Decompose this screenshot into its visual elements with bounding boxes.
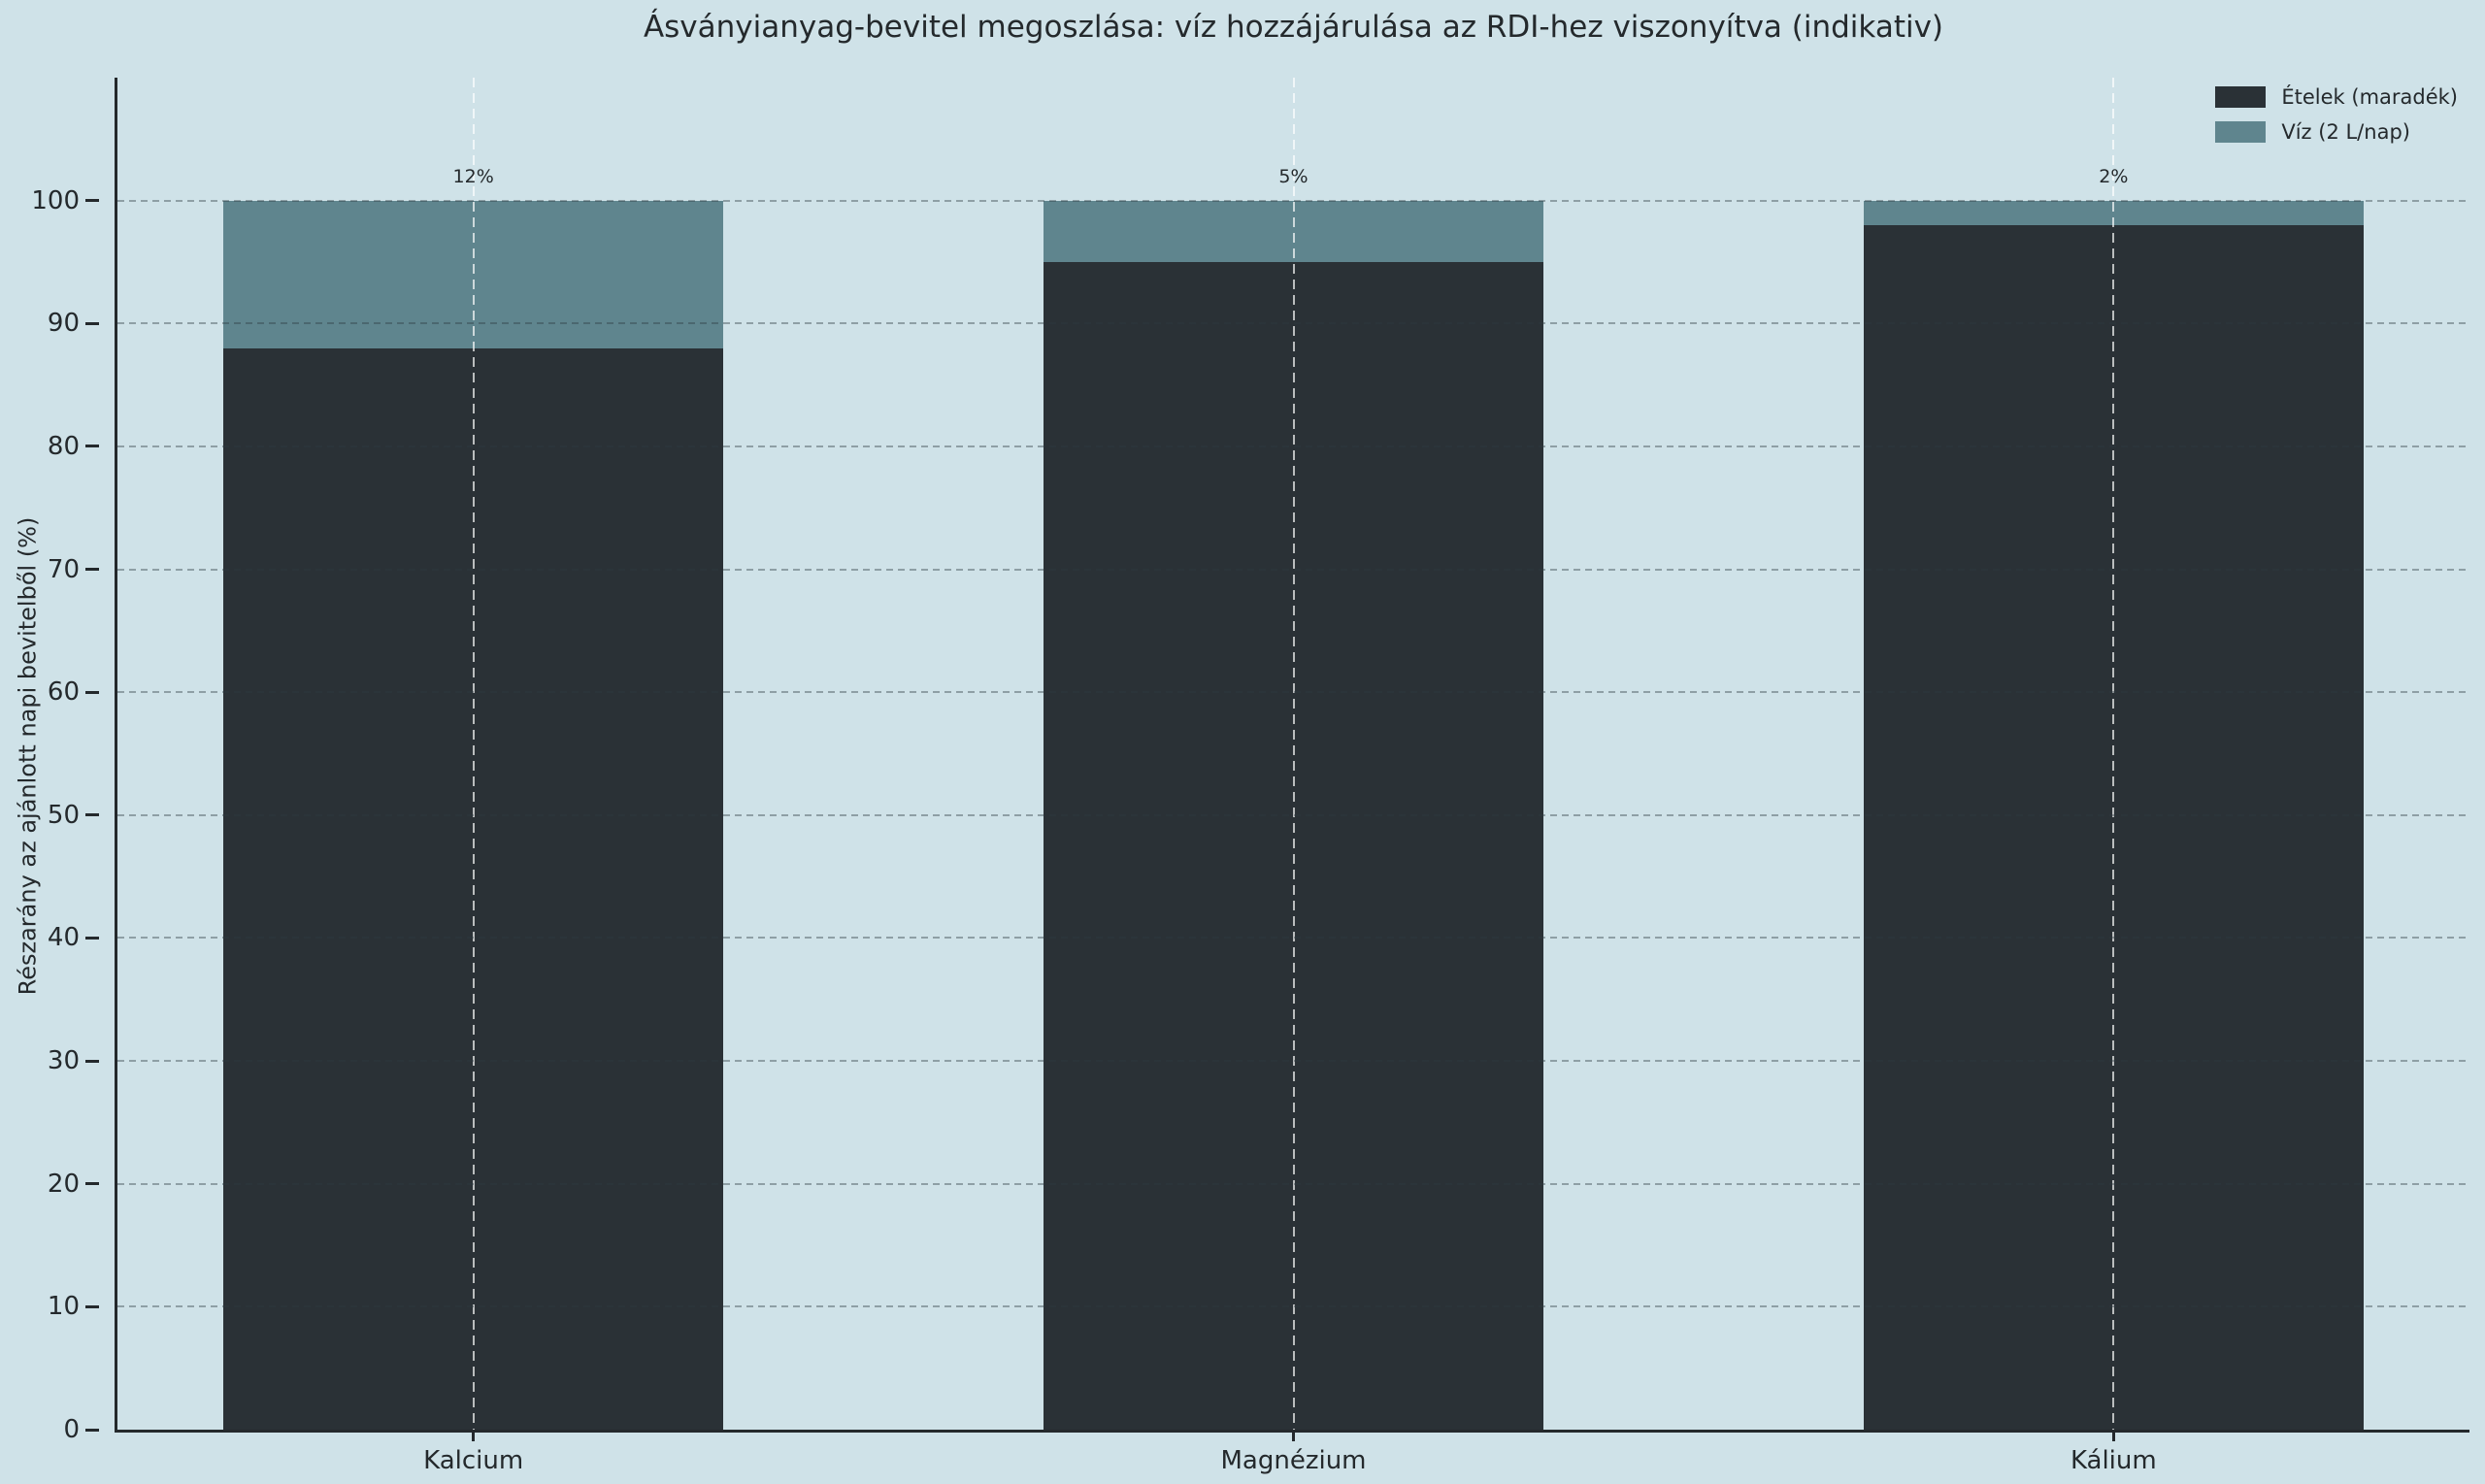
bar-center-gridline: [1292, 78, 1295, 1430]
h-gridline: [117, 445, 2469, 447]
legend-item-water: Víz (2 L/nap): [2215, 120, 2458, 144]
h-gridline: [117, 322, 2469, 325]
y-tick-mark: [85, 568, 99, 572]
bar-value-label: 2%: [2099, 165, 2129, 187]
h-gridline: [117, 1060, 2469, 1063]
bar-value-label: 12%: [452, 165, 494, 187]
legend: Ételek (maradék) Víz (2 L/nap): [2215, 85, 2458, 144]
h-gridline: [117, 813, 2469, 816]
bar-value-label: 5%: [1278, 165, 1309, 187]
chart-title: Ásványianyag-bevitel megoszlása: víz hoz…: [643, 10, 1944, 45]
y-tick-label: 70: [47, 554, 80, 584]
y-tick-mark: [85, 690, 99, 694]
x-axis-spine: [115, 1430, 2469, 1433]
h-gridline: [117, 691, 2469, 694]
h-gridline: [117, 1182, 2469, 1185]
legend-label-food: Ételek (maradék): [2281, 85, 2458, 109]
legend-label-water: Víz (2 L/nap): [2281, 120, 2410, 144]
y-tick-mark: [85, 199, 99, 203]
y-tick-mark: [85, 1182, 99, 1186]
y-tick-label: 100: [31, 185, 80, 215]
y-tick-mark: [85, 813, 99, 817]
x-tick-label: Kálium: [2070, 1446, 2157, 1475]
y-tick-label: 60: [47, 677, 80, 708]
y-axis-spine: [115, 78, 117, 1433]
y-axis-label: Részarány az ajánlott napi bevitelből (%…: [14, 516, 42, 996]
y-tick-label: 30: [47, 1046, 80, 1076]
y-tick-label: 20: [47, 1169, 80, 1199]
bar-center-gridline: [472, 78, 475, 1430]
x-tick-mark: [1292, 1433, 1295, 1441]
h-gridline: [117, 1305, 2469, 1308]
y-tick-label: 50: [47, 800, 80, 830]
x-tick-label: Magnézium: [1220, 1446, 1367, 1475]
h-gridline: [117, 568, 2469, 571]
h-gridline: [117, 937, 2469, 940]
y-tick-label: 40: [47, 923, 80, 953]
x-tick-mark: [2111, 1433, 2115, 1441]
y-tick-label: 90: [47, 309, 80, 339]
y-tick-label: 0: [63, 1415, 80, 1444]
x-tick-label: Kalcium: [423, 1446, 524, 1475]
y-tick-mark: [85, 1059, 99, 1063]
plot-area: 0 10 20 30 40 50 60 70 80 90 100 12% Kalcium 5% Magnéz…: [31, 78, 2469, 1475]
bar-center-gridline: [2112, 78, 2115, 1430]
x-tick-mark: [472, 1433, 476, 1441]
y-tick-mark: [85, 1428, 99, 1432]
h-gridline: [117, 199, 2469, 202]
y-tick-mark: [85, 1304, 99, 1308]
legend-swatch-food-icon: [2215, 86, 2267, 108]
y-tick-mark: [85, 445, 99, 448]
y-tick-mark: [85, 321, 99, 325]
legend-item-food: Ételek (maradék): [2215, 85, 2458, 109]
y-tick-mark: [85, 936, 99, 940]
y-tick-label: 10: [47, 1292, 80, 1322]
y-tick-label: 80: [47, 431, 80, 461]
legend-swatch-water-icon: [2215, 121, 2267, 143]
